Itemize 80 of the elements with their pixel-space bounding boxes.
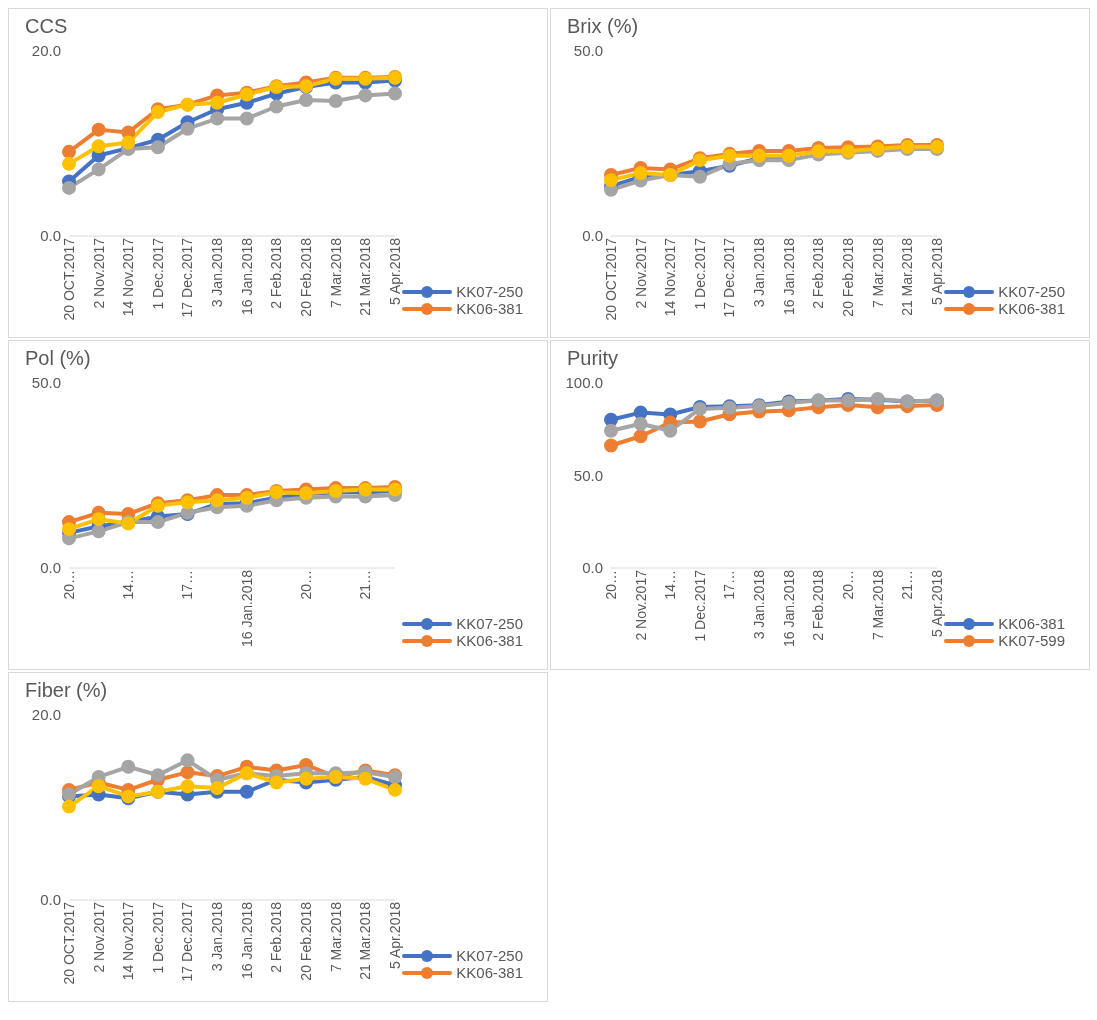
x-tick-label: 20 Feb.2018 xyxy=(298,901,315,981)
y-tick-label: 100.0 xyxy=(565,374,603,392)
x-tick-label: 3 Jan.2018 xyxy=(751,569,768,640)
x-tick-label: 1 Dec.2017 xyxy=(691,569,708,642)
x-tick-label: 17… xyxy=(179,570,196,600)
x-tick-label: 7 Mar.2018 xyxy=(327,237,344,309)
legend-label: KK07-250 xyxy=(456,947,523,964)
legend-label: KK07-250 xyxy=(456,283,523,300)
y-tick-label: 0.0 xyxy=(40,559,61,577)
x-tick-label: 2 Feb.2018 xyxy=(810,569,827,641)
legend-label: KK07-599 xyxy=(998,632,1065,649)
x-tick-label: 2 Nov.2017 xyxy=(90,237,107,309)
x-tick-label: 5 Apr.2018 xyxy=(386,901,403,969)
y-tick-label: 20.0 xyxy=(31,42,61,60)
x-tick-label: 20 OCT.2017 xyxy=(60,237,77,321)
legend-label: KK07-250 xyxy=(998,283,1065,300)
x-tick-label: 2 Feb.2018 xyxy=(268,237,285,309)
x-tick-label: 17 Dec.2017 xyxy=(179,237,196,318)
x-tick-label: 1 Dec.2017 xyxy=(149,237,166,310)
x-tick-label: 2 Feb.2018 xyxy=(810,237,827,309)
y-tick-label: 20.0 xyxy=(31,706,61,724)
x-tick-label: 16 Jan.2018 xyxy=(780,237,797,316)
x-tick-label: 2 Nov.2017 xyxy=(632,569,649,641)
x-tick-label: 14… xyxy=(662,570,679,600)
x-tick-label: 20 OCT.2017 xyxy=(602,237,619,321)
x-tick-label: 16 Jan.2018 xyxy=(780,569,797,648)
x-tick-label: 2 Nov.2017 xyxy=(632,237,649,309)
x-tick-label: 16 Jan.2018 xyxy=(238,569,255,648)
y-tick-label: 50.0 xyxy=(573,466,603,484)
x-tick-label: 20… xyxy=(298,570,315,600)
x-tick-label: 1 Dec.2017 xyxy=(149,901,166,974)
legend-label: KK07-250 xyxy=(456,615,523,632)
x-tick-label: 7 Mar.2018 xyxy=(869,237,886,309)
x-tick-label: 21… xyxy=(899,570,916,600)
y-tick-label: 50.0 xyxy=(31,374,61,392)
chart-title: Fiber (%) xyxy=(24,678,109,703)
legend-label: KK06-381 xyxy=(456,964,523,981)
x-tick-label: 7 Mar.2018 xyxy=(327,901,344,973)
chart-title: Brix (%) xyxy=(566,14,640,39)
x-tick-label: 17… xyxy=(721,570,738,600)
x-tick-label: 21 Mar.2018 xyxy=(899,237,916,316)
y-tick-label: 50.0 xyxy=(573,42,603,60)
chart-title: CCS xyxy=(24,14,69,39)
x-tick-label: 16 Jan.2018 xyxy=(238,901,255,980)
y-tick-label: 0.0 xyxy=(40,227,61,245)
x-tick-label: 17 Dec.2017 xyxy=(179,901,196,982)
x-tick-label: 7 Mar.2018 xyxy=(869,569,886,641)
x-tick-label: 14 Nov.2017 xyxy=(120,237,137,317)
x-tick-label: 20 Feb.2018 xyxy=(840,237,857,317)
x-tick-label: 14 Nov.2017 xyxy=(120,901,137,981)
legend-label: KK06-381 xyxy=(456,300,523,317)
x-tick-label: 20… xyxy=(60,570,77,600)
x-tick-label: 20… xyxy=(840,570,857,600)
legend-label: KK06-381 xyxy=(998,300,1065,317)
x-tick-label: 20 Feb.2018 xyxy=(298,237,315,317)
x-tick-label: 2 Nov.2017 xyxy=(90,901,107,973)
y-tick-label: 0.0 xyxy=(40,891,61,909)
x-tick-label: 3 Jan.2018 xyxy=(209,901,226,972)
x-tick-label: 17 Dec.2017 xyxy=(721,237,738,318)
x-tick-label: 20… xyxy=(602,570,619,600)
x-tick-label: 2 Feb.2018 xyxy=(268,901,285,973)
x-tick-label: 16 Jan.2018 xyxy=(238,237,255,316)
x-tick-label: 14 Nov.2017 xyxy=(662,237,679,317)
chart-title: Pol (%) xyxy=(24,346,92,371)
x-tick-label: 5 Apr.2018 xyxy=(386,237,403,305)
x-tick-label: 21… xyxy=(357,570,374,600)
x-tick-label: 5 Apr.2018 xyxy=(928,237,945,305)
y-tick-label: 0.0 xyxy=(582,227,603,245)
x-tick-label: 3 Jan.2018 xyxy=(209,237,226,308)
x-tick-label: 3 Jan.2018 xyxy=(751,237,768,308)
legend-label: KK06-381 xyxy=(456,632,523,649)
y-tick-label: 0.0 xyxy=(582,559,603,577)
x-tick-label: 14… xyxy=(120,570,137,600)
legend-label: KK06-381 xyxy=(998,615,1065,632)
x-tick-label: 21 Mar.2018 xyxy=(357,237,374,316)
x-tick-label: 5 Apr.2018 xyxy=(928,569,945,637)
x-tick-label: 20 OCT.2017 xyxy=(60,901,77,985)
x-tick-label: 21 Mar.2018 xyxy=(357,901,374,980)
x-tick-label: 1 Dec.2017 xyxy=(691,237,708,310)
chart-title: Purity xyxy=(566,346,620,371)
